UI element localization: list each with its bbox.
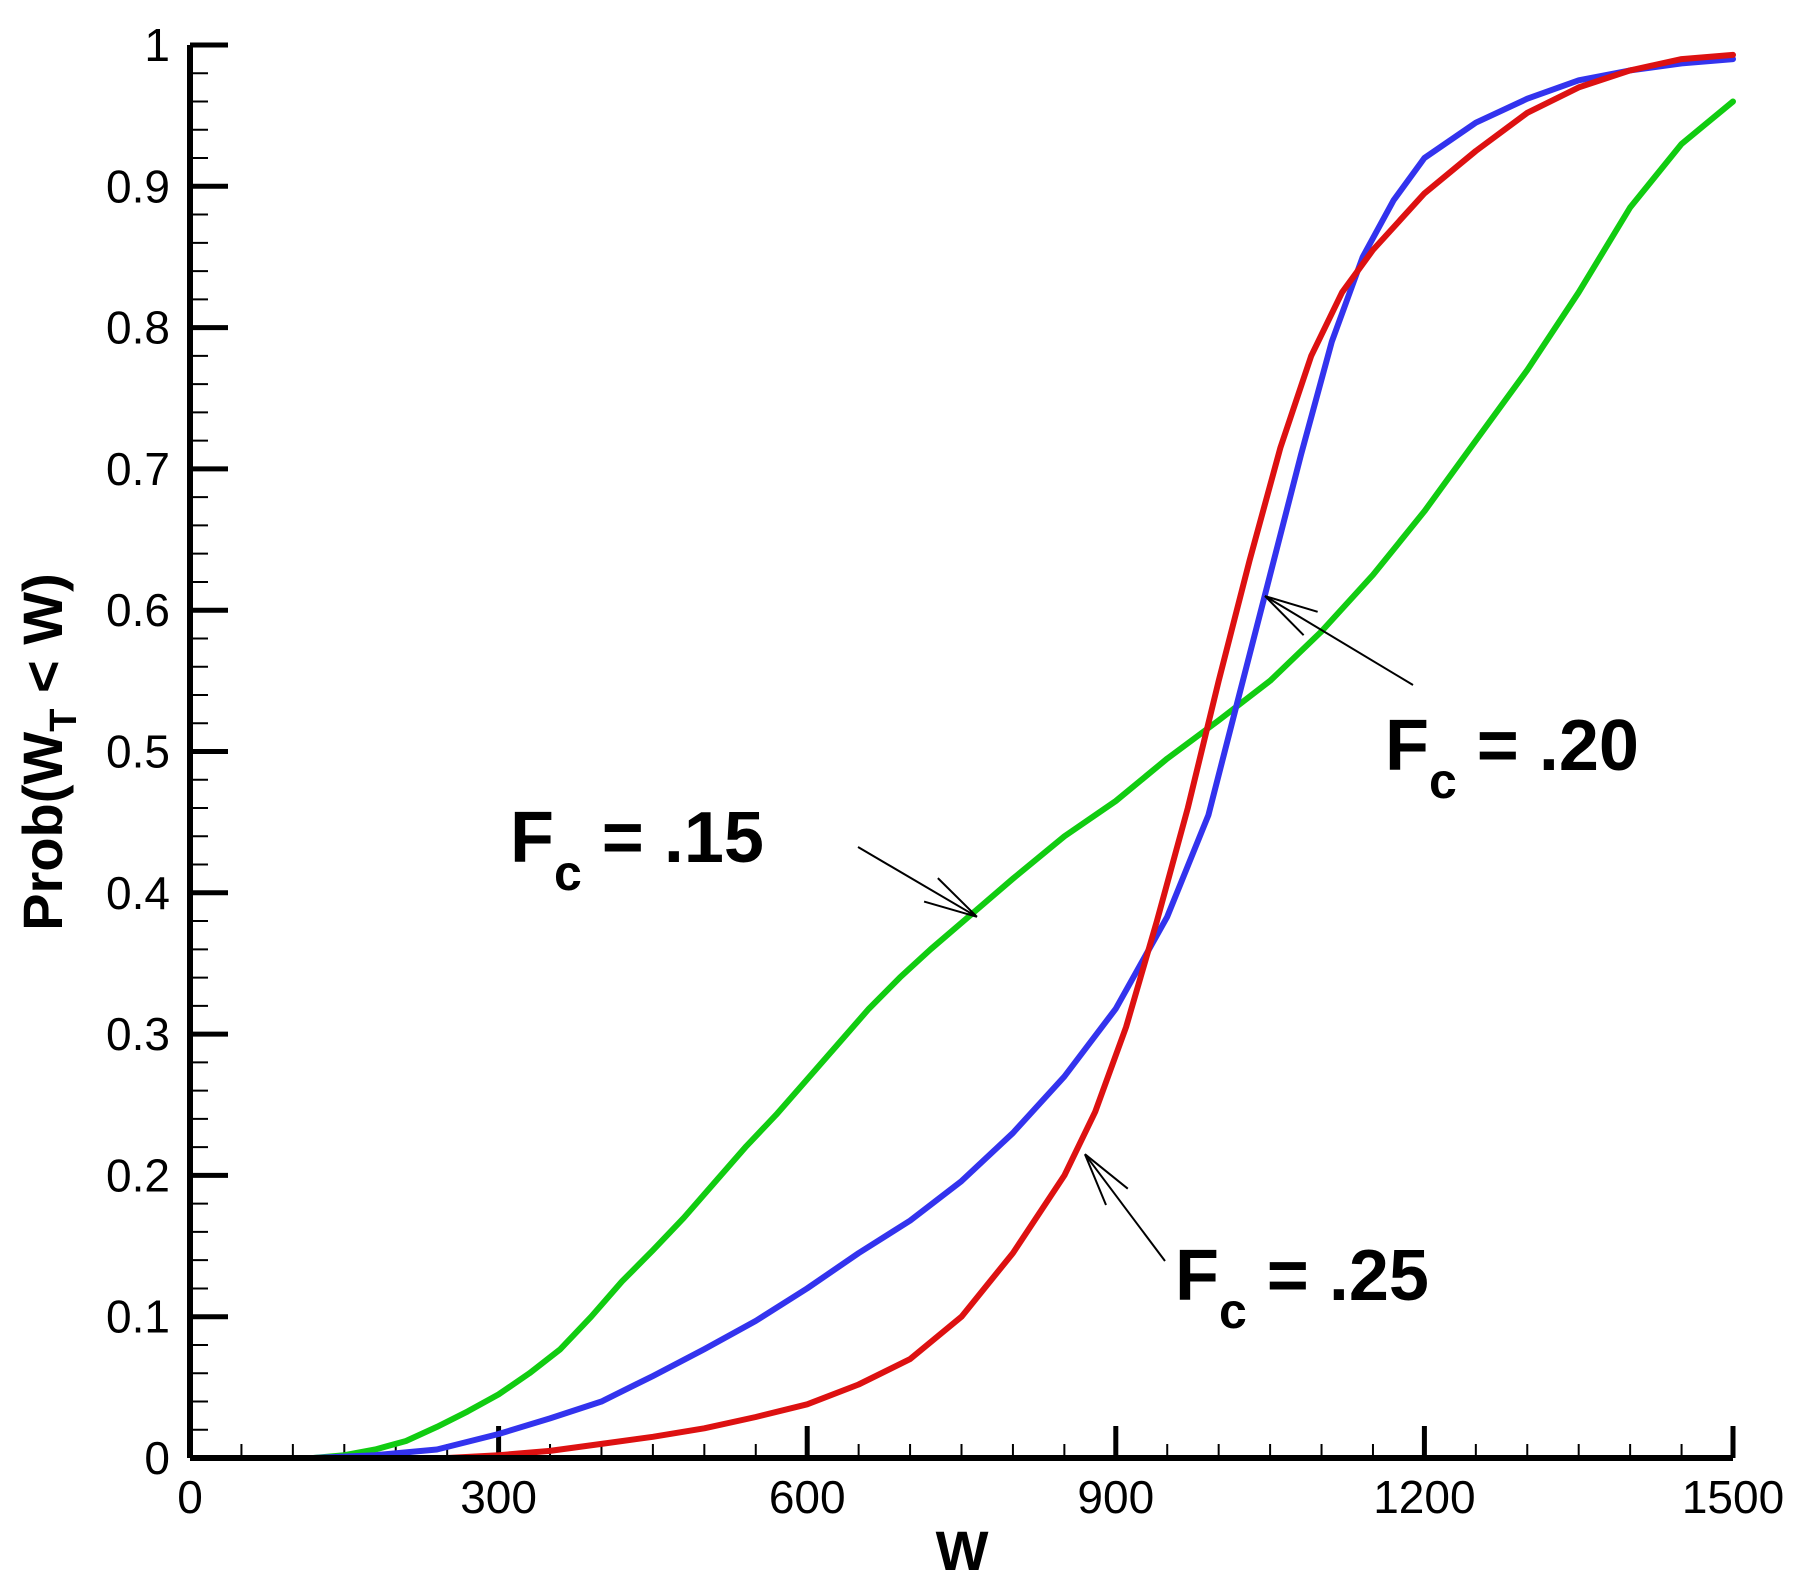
annotation-fc-15: Fc = .15 <box>510 798 764 901</box>
series-line-1 <box>310 56 1736 1461</box>
series-layer <box>310 51 1736 1461</box>
annotation-fc-20-sub: c <box>1429 753 1457 809</box>
y-axis-title-suffix: < W) <box>11 573 74 708</box>
x-tick-label: 300 <box>460 1471 537 1523</box>
y-axis-title-subscript: T <box>43 709 85 732</box>
x-tick-label: 1500 <box>1682 1471 1784 1523</box>
y-tick-label: 0.7 <box>106 443 170 495</box>
annotation-arrow-line <box>1084 1153 1166 1262</box>
x-tick-label: 900 <box>1077 1471 1154 1523</box>
annotation-fc-15-sub: c <box>554 845 582 901</box>
annotation-fc-25-value: = .25 <box>1247 1236 1429 1316</box>
annotation-arrow-line <box>857 846 978 918</box>
x-axis-title: W <box>936 1519 989 1580</box>
y-tick-label: 0.9 <box>106 160 170 212</box>
annotation-arrow-head <box>923 900 978 918</box>
y-tick-label: 0 <box>144 1432 170 1484</box>
y-tick-labels: 0 0.1 0.2 0.3 0.4 0.5 0.6 0.7 0.8 0.9 1 <box>106 19 170 1484</box>
annotation-fc-15-main: F <box>510 798 554 878</box>
annotation-arrow-line <box>1264 595 1414 686</box>
y-tick-label: 0.8 <box>106 302 170 354</box>
annotation-arrow-head <box>1264 595 1305 636</box>
annotation-fc-15-value: = .15 <box>582 798 764 878</box>
y-tick-label: 1 <box>144 19 170 71</box>
annotation-fc-25-sub: c <box>1219 1283 1247 1339</box>
x-tick-label: 1200 <box>1373 1471 1475 1523</box>
x-tick-label: 0 <box>177 1471 203 1523</box>
annotation-arrow-head <box>937 877 978 918</box>
y-tick-label: 0.6 <box>106 584 170 636</box>
y-axis-title-prefix: Prob(W <box>11 732 74 931</box>
y-tick-label: 0.4 <box>106 867 170 919</box>
series-line-2 <box>444 51 1736 1461</box>
annotation-arrow-head <box>1084 1153 1129 1190</box>
y-tick-label: 0.3 <box>106 1008 170 1060</box>
y-axis-title: Prob(WT < W) <box>11 573 85 931</box>
y-tick-label: 0.1 <box>106 1291 170 1343</box>
annotation-arrow-head <box>1084 1153 1107 1206</box>
y-tick-label: 0.2 <box>106 1149 170 1201</box>
annotation-fc-20-value: = .20 <box>1457 706 1639 786</box>
annotation-fc-25-main: F <box>1175 1236 1219 1316</box>
annotation-fc-20-main: F <box>1385 706 1429 786</box>
annotation-fc-20: Fc = .20 <box>1385 706 1639 809</box>
annotation-arrow-head <box>1264 595 1318 613</box>
x-tick-label: 600 <box>769 1471 846 1523</box>
x-tick-labels: 0 300 600 900 1200 1500 <box>177 1471 1784 1523</box>
series-line-0 <box>310 98 1736 1461</box>
y-tick-label: 0.5 <box>106 726 170 778</box>
annotation-fc-25: Fc = .25 <box>1175 1236 1429 1339</box>
annotation-arrows <box>857 595 1414 1262</box>
